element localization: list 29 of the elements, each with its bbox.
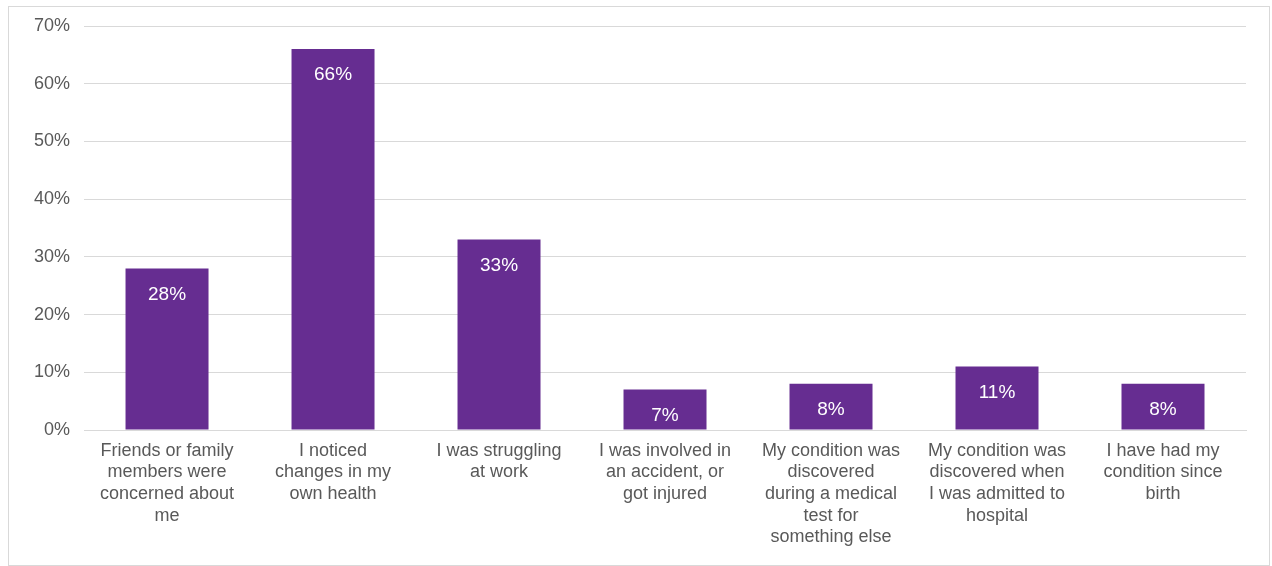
x-tick-label: I was struggling at work <box>436 439 562 482</box>
y-tick-label: 20% <box>34 303 71 324</box>
data-label: 28% <box>148 282 187 304</box>
x-tick-label: Friends or family members were concerned about me <box>99 439 235 525</box>
bar <box>457 239 541 430</box>
y-tick-label: 60% <box>34 72 71 93</box>
y-tick-label: 0% <box>44 418 71 439</box>
y-tick-label: 70% <box>34 14 71 35</box>
y-tick-label: 40% <box>34 188 71 209</box>
x-tick-label: My condition was discovered when I was admitted to hospital <box>927 439 1067 525</box>
x-tick-label: I have had my condition since birth <box>1103 439 1223 503</box>
x-tick-label: My condition was discovered during a medical test for something else <box>761 439 901 547</box>
x-tick-label: I was involved in an accident, or got injured <box>598 439 732 503</box>
data-label: 11% <box>978 380 1016 402</box>
bar <box>955 366 1039 430</box>
bar <box>1121 383 1205 430</box>
y-tick-label: 50% <box>34 130 71 151</box>
x-tick-label: I noticed changes in my own health <box>274 439 392 503</box>
bar <box>623 389 707 430</box>
y-tick-label: 10% <box>34 361 71 382</box>
data-label: 8% <box>817 398 845 420</box>
data-label: 7% <box>651 403 679 425</box>
data-label: 33% <box>480 253 519 275</box>
y-tick-label: 30% <box>34 245 71 266</box>
bar <box>291 49 375 430</box>
bar <box>125 268 209 430</box>
bar <box>789 383 873 430</box>
data-label: 8% <box>1149 398 1177 420</box>
data-label: 66% <box>314 63 353 85</box>
